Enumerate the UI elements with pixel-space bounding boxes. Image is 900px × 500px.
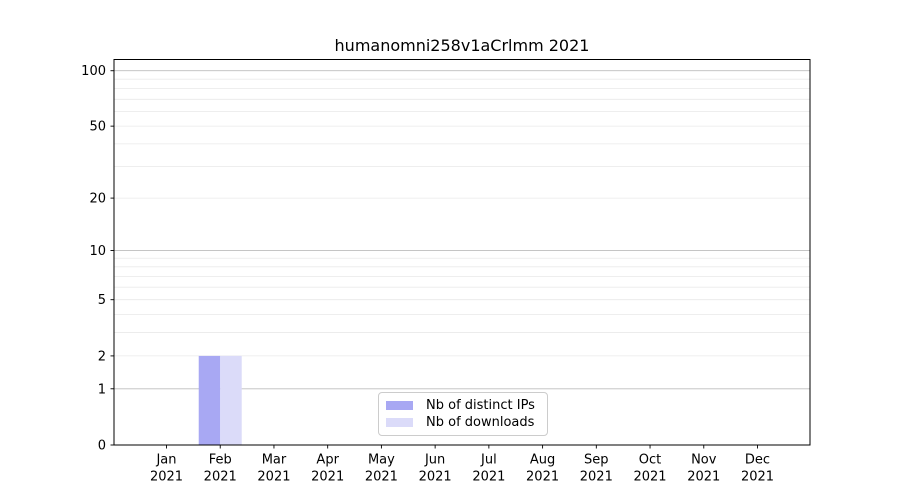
legend-swatch-downloads (386, 418, 413, 427)
bar-nb-of-downloads-feb (220, 355, 242, 445)
x-tick-label-month: Jan (155, 453, 176, 468)
bars (198, 355, 242, 445)
x-tick-label-month: Apr (316, 453, 339, 468)
x-tick-label-year: 2021 (204, 470, 237, 485)
x-tick-label-month: Aug (530, 453, 555, 468)
y-tick-label: 10 (89, 244, 106, 259)
legend-item-downloads: Nb of downloads (386, 415, 538, 430)
y-axis: 0 1 2 5 10 20 50 100 (81, 64, 114, 454)
bar-nb-of-distinct-ips-feb (198, 355, 221, 445)
legend-label-downloads: Nb of downloads (426, 415, 535, 430)
x-tick-label-month: Oct (639, 453, 661, 468)
y-tick-label: 1 (98, 382, 106, 397)
x-tick-label-year: 2021 (257, 470, 290, 485)
x-tick-label-month: Jun (424, 453, 445, 468)
legend-label-distinct-ips: Nb of distinct IPs (426, 398, 535, 413)
x-tick-label-month: Nov (691, 453, 717, 468)
x-tick-label-month: Jul (480, 453, 497, 468)
x-tick-label-year: 2021 (419, 470, 452, 485)
y-tick-label: 100 (81, 64, 106, 79)
chart-title: humanomni258v1aCrlmm 2021 (334, 36, 590, 55)
x-tick-label-year: 2021 (580, 470, 613, 485)
x-tick-label-month: Dec (745, 453, 770, 468)
legend: Nb of distinct IPs Nb of downloads (378, 392, 548, 436)
x-tick-label-year: 2021 (687, 470, 720, 485)
x-tick-label-month: Mar (262, 453, 287, 468)
x-tick-label-month: Feb (209, 453, 232, 468)
x-tick-label-year: 2021 (472, 470, 505, 485)
x-tick-label-year: 2021 (311, 470, 344, 485)
y-tick-label: 5 (98, 293, 106, 308)
x-tick-label-year: 2021 (150, 470, 183, 485)
x-tick-label-year: 2021 (633, 470, 666, 485)
y-tick-label: 50 (89, 120, 106, 135)
x-axis: Jan 2021 Feb 2021 Mar 2021 Apr 2021 May 2021 Jun 20… (150, 445, 774, 485)
x-tick-label-month: May (368, 453, 395, 468)
legend-item-distinct-ips: Nb of distinct IPs (386, 398, 538, 413)
x-tick-label-year: 2021 (365, 470, 398, 485)
legend-swatch-distinct-ips (386, 401, 413, 410)
y-tick-label: 0 (98, 439, 106, 454)
x-tick-label-month: Sep (584, 453, 609, 468)
x-tick-label-year: 2021 (526, 470, 559, 485)
plot-border (113, 59, 811, 446)
gridlines (114, 70, 810, 390)
y-tick-label: 2 (98, 349, 106, 364)
x-tick-label-year: 2021 (741, 470, 774, 485)
y-tick-label: 20 (89, 192, 106, 207)
